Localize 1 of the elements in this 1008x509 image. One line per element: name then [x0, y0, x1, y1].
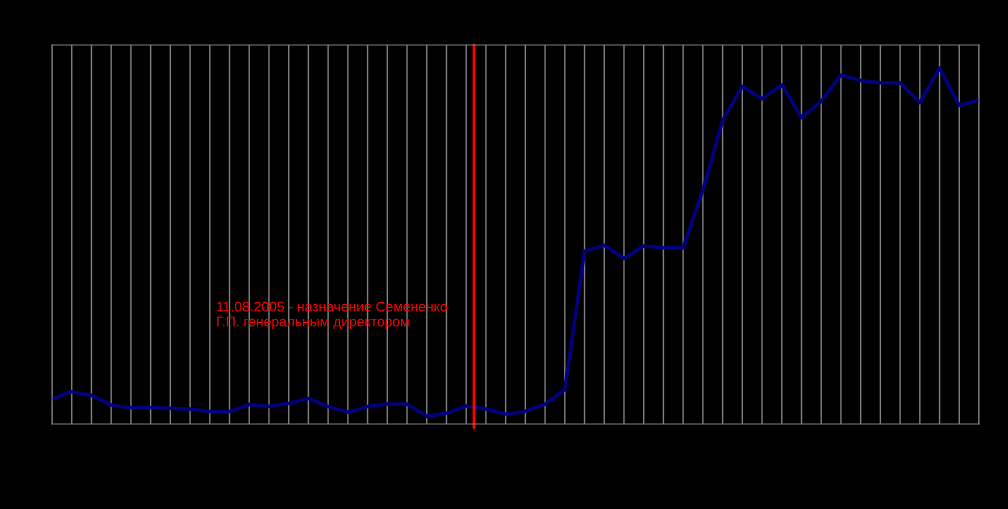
annotation: 11.08.2005 - назначение Семененко Г.П. генеральным директором [217, 301, 448, 330]
